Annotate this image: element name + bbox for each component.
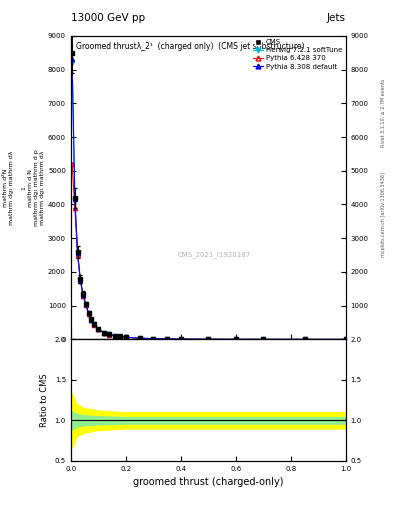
p8	[112, 333, 117, 339]
p6	[96, 326, 101, 332]
p6	[70, 161, 75, 167]
p6	[81, 292, 86, 298]
p8	[83, 302, 88, 308]
Line: p6: p6	[70, 162, 348, 342]
p6	[75, 252, 80, 258]
p6	[261, 336, 266, 343]
p6	[233, 336, 238, 343]
#00bcd4	[233, 336, 238, 343]
p6	[107, 331, 112, 337]
p6	[86, 311, 91, 317]
#00bcd4	[78, 277, 83, 283]
p6	[92, 322, 97, 328]
#00bcd4	[137, 335, 142, 342]
Line: p8: p8	[70, 57, 348, 342]
p8	[137, 335, 142, 342]
p8	[206, 336, 211, 343]
p8	[302, 336, 307, 343]
p8	[96, 326, 101, 332]
#00bcd4	[86, 310, 91, 316]
#00bcd4	[83, 302, 88, 308]
Text: mcplots.cern.ch [arXiv:1306.3436]: mcplots.cern.ch [arXiv:1306.3436]	[381, 173, 386, 258]
p6	[151, 335, 156, 342]
Text: Groomed thrustλ_2¹  (charged only)  (CMS jet substructure): Groomed thrustλ_2¹ (charged only) (CMS j…	[76, 42, 305, 51]
#00bcd4	[92, 322, 97, 328]
#00bcd4	[101, 330, 106, 336]
p6	[165, 336, 169, 342]
#00bcd4	[178, 336, 183, 342]
p8	[178, 336, 183, 342]
p6	[101, 330, 106, 336]
Text: CMS_2021_I1920187: CMS_2021_I1920187	[177, 251, 250, 258]
#00bcd4	[118, 333, 123, 339]
Text: Rivet 3.1.10, ≥ 2.7M events: Rivet 3.1.10, ≥ 2.7M events	[381, 78, 386, 147]
#00bcd4	[75, 250, 80, 257]
p6	[178, 336, 183, 342]
#00bcd4	[261, 336, 266, 343]
p6	[83, 302, 88, 308]
#00bcd4	[112, 333, 117, 339]
#00bcd4	[81, 292, 86, 298]
p6	[137, 335, 142, 342]
p8	[165, 336, 169, 342]
#00bcd4	[72, 198, 77, 204]
p8	[233, 336, 238, 343]
p6	[72, 205, 77, 211]
Y-axis label: mathrm d²N
mathrm dg₁ mathrm dλ

1
mathrm d N
mathrm dg₁ mathrm d p
mathrm dg₁ m: mathrm d²N mathrm dg₁ mathrm dλ 1 mathrm…	[3, 149, 45, 226]
#00bcd4	[70, 60, 75, 66]
Line: #00bcd4: #00bcd4	[70, 61, 348, 342]
p8	[81, 292, 86, 298]
p8	[70, 56, 75, 62]
Text: 13000 GeV pp: 13000 GeV pp	[71, 13, 145, 23]
p6	[112, 333, 117, 339]
p8	[78, 276, 83, 283]
p6	[343, 336, 348, 343]
#00bcd4	[107, 331, 112, 337]
p6	[206, 336, 211, 343]
p8	[151, 335, 156, 342]
p6	[78, 278, 83, 284]
p8	[75, 250, 80, 256]
p6	[302, 336, 307, 343]
X-axis label: groomed thrust (charged-only): groomed thrust (charged-only)	[133, 477, 283, 487]
p8	[107, 331, 112, 337]
p8	[261, 336, 266, 343]
#00bcd4	[96, 326, 101, 332]
p8	[123, 334, 128, 340]
p6	[89, 317, 94, 323]
p8	[72, 196, 77, 202]
#00bcd4	[302, 336, 307, 343]
#00bcd4	[151, 335, 156, 342]
p8	[92, 321, 97, 327]
p8	[118, 333, 123, 339]
p8	[89, 317, 94, 323]
p8	[343, 336, 348, 343]
p6	[123, 334, 128, 340]
#00bcd4	[206, 336, 211, 343]
Y-axis label: Ratio to CMS: Ratio to CMS	[40, 373, 49, 427]
#00bcd4	[123, 334, 128, 340]
#00bcd4	[89, 317, 94, 323]
Text: Jets: Jets	[327, 13, 346, 23]
#00bcd4	[165, 336, 169, 342]
#00bcd4	[343, 336, 348, 343]
p8	[101, 330, 106, 336]
p6	[118, 333, 123, 339]
Legend: CMS, Herwig 7.2.1 softTune, Pythia 6.428 370, Pythia 8.308 default: CMS, Herwig 7.2.1 softTune, Pythia 6.428…	[253, 39, 342, 70]
p8	[86, 310, 91, 316]
